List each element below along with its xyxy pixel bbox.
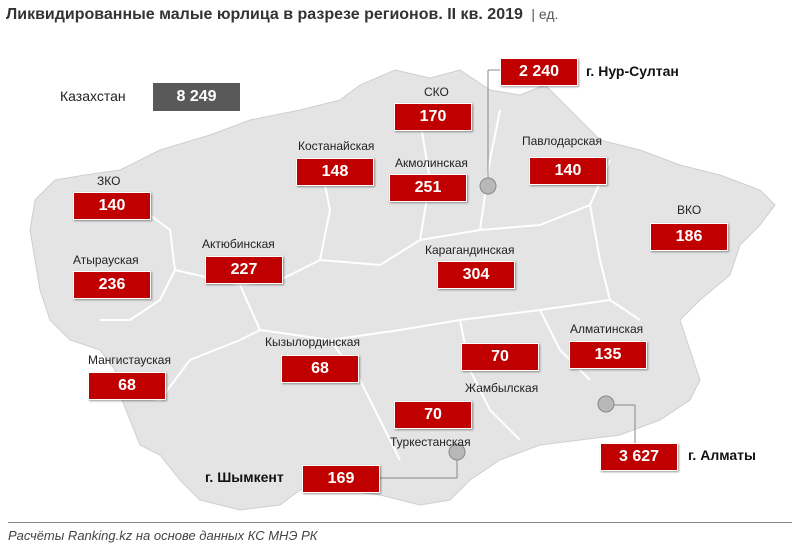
value-kostanay: 148 (296, 158, 374, 186)
label-kostanay: Костанайская (298, 139, 375, 153)
value-aktobe: 227 (205, 256, 283, 284)
value-turkestan: 70 (394, 401, 472, 429)
value-nursultan: 2 240 (500, 58, 578, 86)
label-atyrau: Атырауская (73, 253, 139, 267)
label-almaty-city: г. Алматы (688, 447, 756, 463)
value-vko: 186 (650, 223, 728, 251)
label-nursultan: г. Нур-Султан (586, 63, 679, 79)
value-almaty-city: 3 627 (600, 443, 678, 471)
almaty-marker (597, 395, 615, 413)
shymkent-marker (448, 443, 466, 461)
footer-divider (8, 522, 792, 523)
value-almaty-region: 135 (569, 341, 647, 369)
label-almaty-region: Алматинская (570, 322, 644, 336)
value-atyrau: 236 (73, 271, 151, 299)
label-vko: ВКО (677, 203, 702, 217)
value-mangystau: 68 (88, 372, 166, 400)
label-shymkent: г. Шымкент (205, 469, 284, 485)
label-akmola: Акмолинская (395, 156, 468, 170)
label-zko: ЗКО (97, 174, 121, 188)
chart-title: Ликвидированные малые юрлица в разрезе р… (6, 6, 558, 24)
value-kyzylorda: 68 (281, 355, 359, 383)
label-zhambyl: Жамбылская (465, 381, 539, 395)
nursultan-marker (479, 177, 497, 195)
value-zko: 140 (73, 192, 151, 220)
source-footer: Расчёты Ranking.kz на основе данных КС М… (8, 528, 318, 543)
region-borders (100, 109, 641, 461)
total-value: 8 249 (153, 83, 240, 111)
label-pavlodar: Павлодарская (522, 134, 602, 148)
unit-text: | ед. (531, 6, 559, 22)
label-sko: СКО (424, 85, 449, 99)
value-shymkent: 169 (302, 465, 380, 493)
label-karaganda: Карагандинская (425, 243, 515, 257)
title-text: Ликвидированные малые юрлица в разрезе р… (6, 6, 523, 23)
label-turkestan: Туркестанская (390, 435, 471, 449)
value-karaganda: 304 (437, 261, 515, 289)
label-kyzylorda: Кызылординская (265, 335, 360, 349)
value-zhambyl: 70 (461, 343, 539, 371)
value-akmola: 251 (389, 174, 467, 202)
total-label: Казахстан (60, 88, 126, 104)
label-aktobe: Актюбинская (202, 237, 275, 251)
value-sko: 170 (394, 103, 472, 131)
value-pavlodar: 140 (529, 157, 607, 185)
label-mangystau: Мангистауская (88, 353, 171, 367)
